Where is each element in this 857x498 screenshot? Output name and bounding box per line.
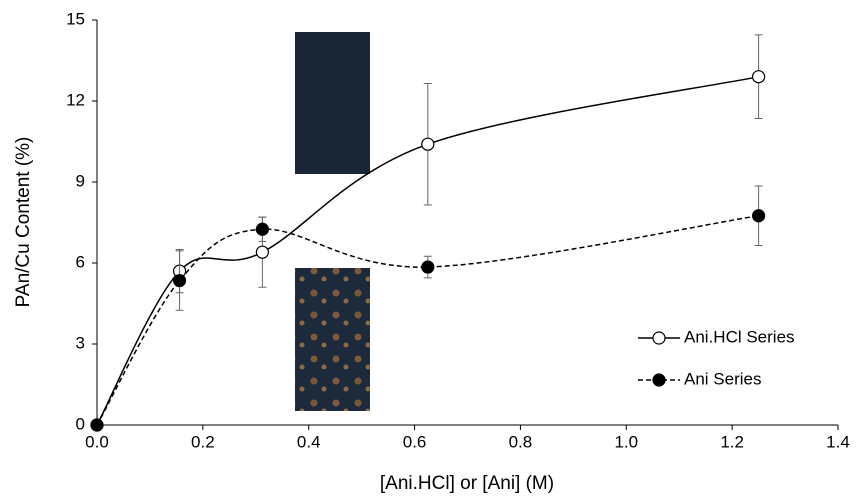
data-point	[421, 260, 435, 274]
y-tick-label: 12	[66, 90, 85, 109]
legend-label: Ani.HCl Series	[684, 327, 795, 346]
y-tick-label: 6	[76, 252, 85, 271]
series-line	[96, 215, 759, 426]
fabric-image-top	[295, 32, 370, 174]
y-tick-label: 15	[66, 9, 85, 28]
y-tick-label: 3	[76, 333, 85, 352]
y-tick-label: 9	[76, 171, 85, 190]
legend-marker	[652, 331, 666, 345]
x-tick-label: 1.2	[720, 432, 744, 451]
data-point	[90, 418, 104, 432]
legend-label: Ani Series	[684, 369, 761, 388]
x-axis-title: [Ani.HCl] or [Ani] (M)	[380, 473, 554, 494]
data-point	[752, 70, 766, 84]
data-point	[421, 137, 435, 151]
series-line	[96, 75, 759, 426]
x-tick-label: 1.4	[826, 432, 850, 451]
data-point	[752, 209, 766, 223]
y-tick-label: 0	[76, 414, 85, 433]
x-tick-label: 0.8	[509, 432, 533, 451]
x-tick-label: 0.4	[297, 432, 321, 451]
fabric-image-bottom	[295, 268, 370, 411]
x-tick-label: 1.0	[614, 432, 638, 451]
x-tick-label: 0.6	[403, 432, 427, 451]
data-point	[255, 245, 270, 259]
y-axis-title: PAn/Cu Content (%)	[13, 137, 34, 308]
legend-marker	[652, 373, 666, 387]
data-point	[172, 273, 187, 288]
x-tick-label: 0.0	[85, 432, 109, 451]
data-point	[255, 222, 270, 236]
x-tick-label: 0.2	[191, 432, 215, 451]
